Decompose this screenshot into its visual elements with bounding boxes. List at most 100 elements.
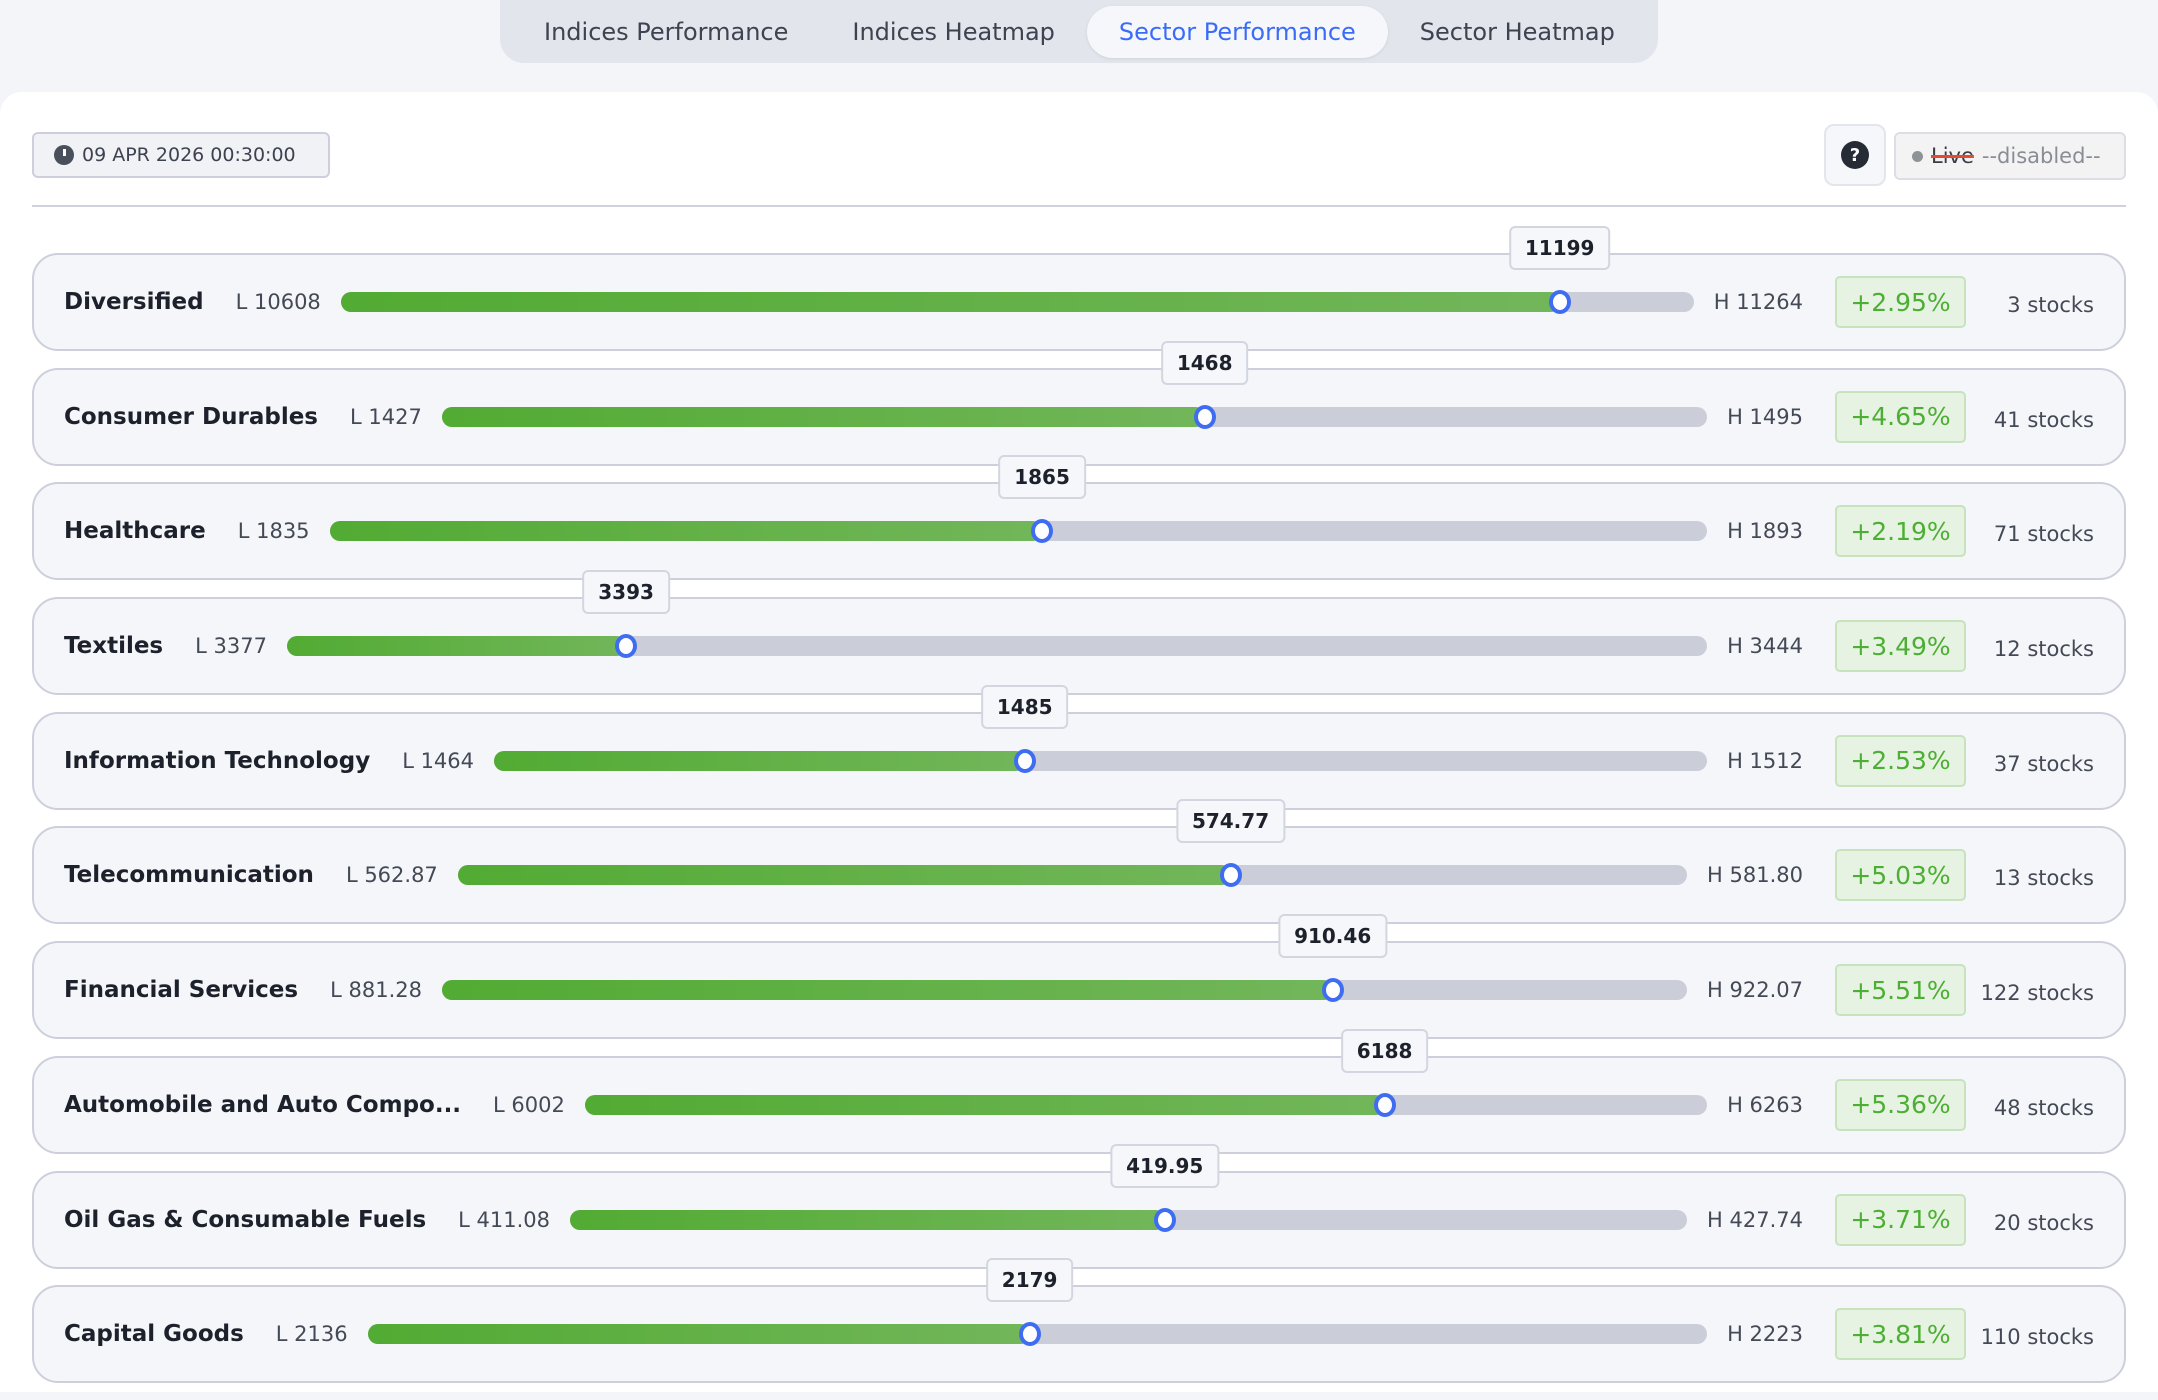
current-value-tooltip: 574.77 bbox=[1175, 799, 1286, 844]
sector-row[interactable]: Diversified L 10608 11199 H 11264 +2.95%… bbox=[32, 226, 2126, 351]
sector-name: Information Technology bbox=[64, 747, 371, 774]
high-number: 1495 bbox=[1749, 404, 1803, 429]
high-number: 581.80 bbox=[1729, 863, 1803, 888]
stock-count: 48 stocks bbox=[1993, 1095, 2094, 1120]
high-number: 3444 bbox=[1749, 634, 1803, 659]
live-toggle[interactable]: Live --disabled-- bbox=[1894, 132, 2126, 180]
high-value: H 427.74 bbox=[1707, 1207, 1803, 1232]
current-marker[interactable] bbox=[1018, 1322, 1041, 1347]
low-value: L 881.28 bbox=[330, 978, 422, 1003]
current-value-tooltip: 2179 bbox=[985, 1258, 1074, 1303]
current-marker[interactable] bbox=[1013, 748, 1036, 773]
low-number: 6002 bbox=[511, 1092, 565, 1117]
range-bar: 419.95 bbox=[570, 1143, 1688, 1232]
sector-name: Oil Gas & Consumable Fuels bbox=[64, 1206, 427, 1233]
current-marker[interactable] bbox=[1219, 863, 1242, 888]
current-marker[interactable] bbox=[1321, 978, 1344, 1003]
range-fill bbox=[286, 636, 627, 657]
range-bar: 3393 bbox=[286, 570, 1708, 659]
tab-sector-heatmap[interactable]: Sector Heatmap bbox=[1419, 17, 1615, 46]
high-number: 2223 bbox=[1749, 1322, 1803, 1347]
current-marker[interactable] bbox=[1373, 1092, 1396, 1117]
stock-count: 13 stocks bbox=[1993, 866, 2094, 891]
stock-count: 122 stocks bbox=[1980, 981, 2094, 1006]
high-value: H 1512 bbox=[1727, 748, 1803, 773]
sector-row[interactable]: Financial Services L 881.28 910.46 H 922… bbox=[32, 914, 2126, 1040]
current-value-tooltip: 3393 bbox=[582, 570, 670, 615]
tab-indices-heatmap[interactable]: Indices Heatmap bbox=[852, 17, 1055, 46]
range-bar: 574.77 bbox=[457, 799, 1688, 888]
timestamp-button[interactable]: 09 APR 2026 00:30:00 bbox=[32, 132, 330, 178]
change-badge: +3.49% bbox=[1835, 620, 1966, 673]
high-number: 6263 bbox=[1749, 1092, 1803, 1117]
current-value-tooltip: 419.95 bbox=[1110, 1143, 1220, 1188]
low-value: L 6002 bbox=[493, 1092, 565, 1117]
low-value: L 3377 bbox=[195, 634, 267, 659]
change-badge: +2.53% bbox=[1835, 734, 1966, 787]
stock-count: 41 stocks bbox=[1993, 407, 2094, 432]
view-tabs: Indices Performance Indices Heatmap Sect… bbox=[500, 0, 1658, 63]
sector-row[interactable]: Oil Gas & Consumable Fuels L 411.08 419.… bbox=[32, 1143, 2126, 1269]
current-value-tooltip: 910.46 bbox=[1278, 914, 1388, 959]
high-number: 1512 bbox=[1749, 748, 1803, 773]
current-marker[interactable] bbox=[1193, 404, 1216, 429]
low-number: 562.87 bbox=[364, 863, 438, 888]
tab-indices-performance[interactable]: Indices Performance bbox=[544, 17, 789, 46]
high-number: 922.07 bbox=[1729, 978, 1803, 1003]
timestamp-text: 09 APR 2026 00:30:00 bbox=[82, 144, 296, 166]
high-value: H 581.80 bbox=[1707, 863, 1803, 888]
change-badge: +3.81% bbox=[1835, 1308, 1966, 1361]
sector-row[interactable]: Consumer Durables L 1427 1468 H 1495 +4.… bbox=[32, 340, 2126, 466]
high-value: H 1495 bbox=[1727, 404, 1803, 429]
low-value: L 1835 bbox=[237, 519, 310, 544]
clock-icon bbox=[54, 145, 74, 165]
stock-count: 71 stocks bbox=[1993, 522, 2094, 547]
current-value-tooltip: 11199 bbox=[1508, 226, 1611, 270]
high-value: H 922.07 bbox=[1707, 978, 1803, 1003]
sector-row[interactable]: Healthcare L 1835 1865 H 1893 +2.19% 71 … bbox=[32, 455, 2126, 581]
range-fill bbox=[494, 750, 1025, 771]
live-status: --disabled-- bbox=[1981, 144, 2101, 168]
low-value: L 1427 bbox=[350, 404, 422, 429]
current-marker[interactable] bbox=[1153, 1207, 1176, 1232]
stock-count: 37 stocks bbox=[1993, 751, 2094, 776]
current-marker[interactable] bbox=[615, 634, 638, 659]
range-fill bbox=[457, 865, 1231, 886]
live-label: Live bbox=[1931, 144, 1974, 168]
low-number: 2136 bbox=[294, 1322, 348, 1347]
low-number: 1835 bbox=[256, 519, 310, 544]
tab-sector-performance[interactable]: Sector Performance bbox=[1086, 5, 1388, 58]
sector-row[interactable]: Textiles L 3377 3393 H 3444 +3.49% 12 st… bbox=[32, 570, 2126, 696]
help-button[interactable]: ? bbox=[1824, 124, 1886, 186]
sector-name: Diversified bbox=[64, 289, 204, 315]
stock-count: 12 stocks bbox=[1993, 637, 2094, 662]
sector-row[interactable]: Capital Goods L 2136 2179 H 2223 +3.81% … bbox=[32, 1258, 2126, 1384]
sector-row[interactable]: Information Technology L 1464 1485 H 151… bbox=[32, 684, 2126, 810]
stock-count: 3 stocks bbox=[2007, 293, 2094, 317]
sector-name: Consumer Durables bbox=[64, 403, 318, 430]
high-number: 11264 bbox=[1736, 290, 1803, 314]
range-bar: 11199 bbox=[340, 226, 1694, 314]
sector-name: Healthcare bbox=[64, 518, 206, 545]
range-fill bbox=[340, 292, 1560, 312]
change-badge: +5.03% bbox=[1835, 849, 1966, 902]
sector-row[interactable]: Automobile and Auto Compo... L 6002 6188… bbox=[32, 1028, 2126, 1154]
help-icon: ? bbox=[1841, 141, 1869, 169]
sector-row[interactable]: Telecommunication L 562.87 574.77 H 581.… bbox=[32, 799, 2126, 925]
range-fill bbox=[441, 406, 1205, 427]
range-fill bbox=[584, 1094, 1385, 1115]
current-marker[interactable] bbox=[1031, 519, 1054, 544]
sector-name: Financial Services bbox=[64, 977, 299, 1004]
low-number: 1464 bbox=[420, 748, 475, 773]
current-value-tooltip: 1468 bbox=[1160, 340, 1249, 385]
stock-count: 110 stocks bbox=[1980, 1325, 2094, 1350]
range-fill bbox=[570, 1209, 1165, 1230]
low-value: L 411.08 bbox=[458, 1207, 551, 1232]
high-number: 1893 bbox=[1749, 519, 1803, 544]
range-bar: 6188 bbox=[584, 1028, 1708, 1117]
current-marker[interactable] bbox=[1548, 290, 1571, 314]
divider bbox=[32, 205, 2126, 207]
status-dot-icon bbox=[1912, 150, 1923, 162]
range-fill bbox=[329, 521, 1043, 542]
range-bar: 1865 bbox=[329, 455, 1708, 544]
